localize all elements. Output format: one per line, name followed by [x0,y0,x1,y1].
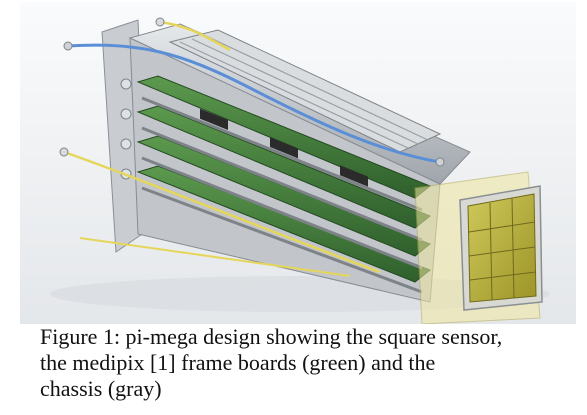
caption-line-3: chassis (gray) [40,376,162,401]
board-chip [200,108,228,131]
pimega-render-illustration [20,2,576,324]
blue-cooling-cable [67,43,441,164]
square-sensor [467,193,537,303]
caption-line-2: the medipix [1] frame boards (green) and… [40,350,436,375]
cable-connector-rear [63,41,73,51]
wire-connector-bottom [59,147,69,157]
figure-caption: Figure 1: pi-mega design showing the squ… [40,324,585,402]
board-chip [340,165,368,187]
yellow-wire-top [159,20,231,52]
yellow-wire-lower [79,237,351,277]
cable-connector-front [435,157,445,167]
chassis-rails [141,96,423,294]
board-chip [270,137,298,159]
cooling-groove-3 [203,34,429,141]
cooling-groove-1 [179,41,409,149]
frame-boards [136,75,431,283]
figure-render [20,2,576,324]
yellow-wire-bottom [63,150,381,274]
wire-connector-top [155,17,165,27]
cooling-groove-2 [191,38,419,145]
caption-line-1: Figure 1: pi-mega design showing the squ… [40,324,503,349]
